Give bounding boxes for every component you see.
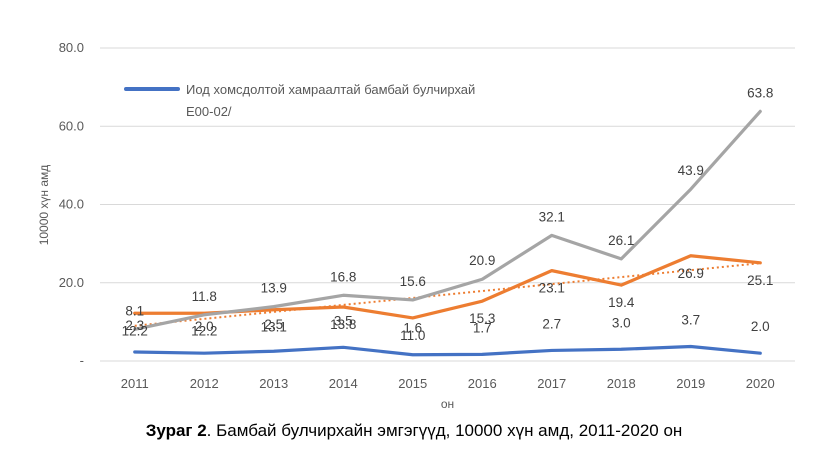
series-line-2 <box>133 254 762 320</box>
figure-caption-text: . Бамбай булчирхайн эмгэгүүд, 10000 хүн … <box>206 421 683 440</box>
series-lines <box>133 109 762 357</box>
data-label-series-2: 13.8 <box>330 317 356 332</box>
x-tick-label: 2019 <box>676 376 705 391</box>
data-label-series-3: 15.6 <box>400 274 426 289</box>
y-axis: - 20.0 40.0 60.0 80.0 <box>59 40 84 368</box>
data-label-series-1: 1.7 <box>473 320 492 335</box>
data-label-series-2: 13.1 <box>261 320 287 335</box>
trendline-line <box>134 262 761 327</box>
data-label-series-3: 13.9 <box>261 281 287 296</box>
x-tick-label: 2012 <box>190 376 219 391</box>
x-axis-title: он <box>441 397 454 411</box>
trendline <box>134 262 761 327</box>
y-tick-label: 40.0 <box>59 197 84 212</box>
data-labels: 2.3 2.0 2.5 3.5 1.6 1.7 2.7 3.0 3.7 2.012.2 12.2 13… <box>122 85 774 343</box>
y-tick-label: 60.0 <box>59 118 84 133</box>
x-tick-label: 2013 <box>259 376 288 391</box>
x-axis: 2011 2012 2013 2014 2015 2016 2017 2018 2019 2020 <box>121 376 775 391</box>
series-line-3 <box>133 109 762 331</box>
legend-label: E00-02/ <box>186 104 232 119</box>
data-label-series-1: 2.3 <box>125 318 144 333</box>
series-line-1 <box>133 344 762 357</box>
data-label-series-1: 1.6 <box>403 321 422 336</box>
data-label-series-3: 43.9 <box>678 163 704 178</box>
data-label-series-3: 20.9 <box>469 253 495 268</box>
x-tick-label: 2011 <box>121 376 149 391</box>
gridlines <box>100 47 795 362</box>
data-label-series-1: 3.0 <box>612 315 631 330</box>
data-label-series-2: 19.4 <box>608 295 635 310</box>
data-label-series-2: 11.0 <box>400 328 425 343</box>
data-label-series-1: 2.7 <box>542 316 561 331</box>
legend-label: Иод хомсдолтой хамраалтай бамбай булчирх… <box>186 82 475 97</box>
data-label-series-2: 25.1 <box>747 273 773 288</box>
data-label-series-3: 16.8 <box>330 269 356 284</box>
y-axis-title: 10000 хүн амд <box>37 165 51 246</box>
figure-caption: Зураг 2. Бамбай булчирхайн эмгэгүүд, 100… <box>0 421 828 441</box>
data-label-series-2: 15.3 <box>469 311 495 326</box>
data-label-series-2: 12.2 <box>122 323 148 338</box>
data-label-series-3: 63.8 <box>747 85 773 100</box>
data-label-series-3: 26.1 <box>608 233 634 248</box>
data-label-series-1: 2.0 <box>195 319 214 334</box>
y-tick-label: - <box>80 353 84 368</box>
x-tick-label: 2016 <box>468 376 497 391</box>
data-label-series-2: 23.1 <box>539 281 565 296</box>
data-label-series-2: 12.2 <box>191 323 217 338</box>
x-tick-label: 2018 <box>607 376 636 391</box>
data-label-series-1: 3.7 <box>681 313 700 328</box>
data-label-series-1: 2.5 <box>264 317 283 332</box>
data-label-series-1: 3.5 <box>334 313 353 328</box>
x-tick-label: 2017 <box>537 376 566 391</box>
data-label-series-3: 11.8 <box>192 289 217 304</box>
figure-label: Зураг 2 <box>145 421 207 440</box>
x-tick-label: 2015 <box>398 376 427 391</box>
y-tick-label: 80.0 <box>59 40 84 55</box>
legend: Иод хомсдолтой хамраалтай бамбай булчирх… <box>124 82 475 119</box>
x-tick-label: 2020 <box>746 376 775 391</box>
y-tick-label: 20.0 <box>59 275 84 290</box>
data-label-series-3: 32.1 <box>539 209 565 224</box>
x-tick-label: 2014 <box>329 376 358 391</box>
data-label-series-3: 8.1 <box>125 303 144 318</box>
line-chart: 2011 2012 2013 2014 2015 2016 2017 2018 2019 2020… <box>37 40 795 411</box>
data-label-series-2: 26.9 <box>678 266 704 281</box>
data-label-series-1: 2.0 <box>751 319 770 334</box>
